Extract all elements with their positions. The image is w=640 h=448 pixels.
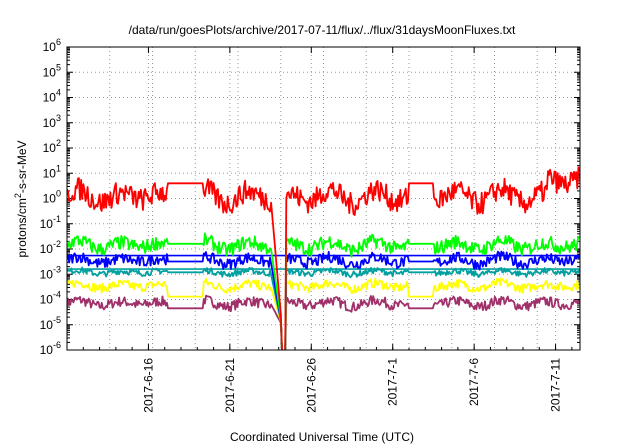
y-tick-label: 10-1 — [40, 214, 61, 231]
y-tick-label: 102 — [43, 138, 61, 155]
y-axis-label-sup: 2 — [13, 193, 23, 198]
x-axis-label: Coordinated Universal Time (UTC) — [230, 430, 414, 444]
series-line — [67, 166, 580, 350]
y-tick-label: 10-2 — [40, 239, 61, 256]
series-line — [67, 250, 580, 350]
y-tick-label: 105 — [43, 62, 61, 79]
y-tick-label: 104 — [43, 88, 61, 105]
series-line — [67, 266, 580, 350]
y-tick-label: 10-3 — [40, 264, 61, 281]
y-tick-label: 10-5 — [40, 315, 61, 332]
x-tick-label: 2017-6-26 — [304, 358, 318, 413]
series-line — [67, 294, 580, 350]
y-tick-label: 10-4 — [40, 290, 61, 307]
y-axis-label-part1: protons/cm — [15, 198, 29, 257]
series-line — [67, 232, 580, 350]
y-axis-label-part2: -s-sr-MeV — [15, 140, 29, 193]
chart-title: /data/run/goesPlots/archive/2017-07-11/f… — [129, 23, 516, 37]
x-tick-label: 2017-7-6 — [467, 358, 481, 406]
y-tick-label: 10-6 — [40, 340, 61, 357]
y-tick-label: 103 — [43, 113, 61, 130]
series-line — [67, 277, 580, 350]
x-tick-label: 2017-7-1 — [386, 358, 400, 406]
x-tick-labels: 2017-6-16 2017-6-21 2017-6-26 2017-7-1 2017-… — [141, 358, 562, 413]
x-tick-label: 2017-6-21 — [223, 358, 237, 413]
plot-frame — [66, 46, 581, 351]
series-layer — [67, 166, 580, 350]
y-tick-label: 106 — [43, 37, 61, 54]
y-tick-label: 101 — [43, 163, 61, 180]
x-tick-label: 2017-7-11 — [549, 358, 563, 412]
y-tick-labels: 10-6 10-5 10-4 10-3 10-2 10-1 100 101 102 103 104 1… — [40, 37, 61, 357]
y-axis-label: protons/cm2-s-sr-MeV — [13, 140, 29, 257]
x-tick-label: 2017-6-16 — [141, 358, 155, 413]
y-tick-label: 100 — [43, 189, 61, 206]
grid — [66, 46, 580, 351]
